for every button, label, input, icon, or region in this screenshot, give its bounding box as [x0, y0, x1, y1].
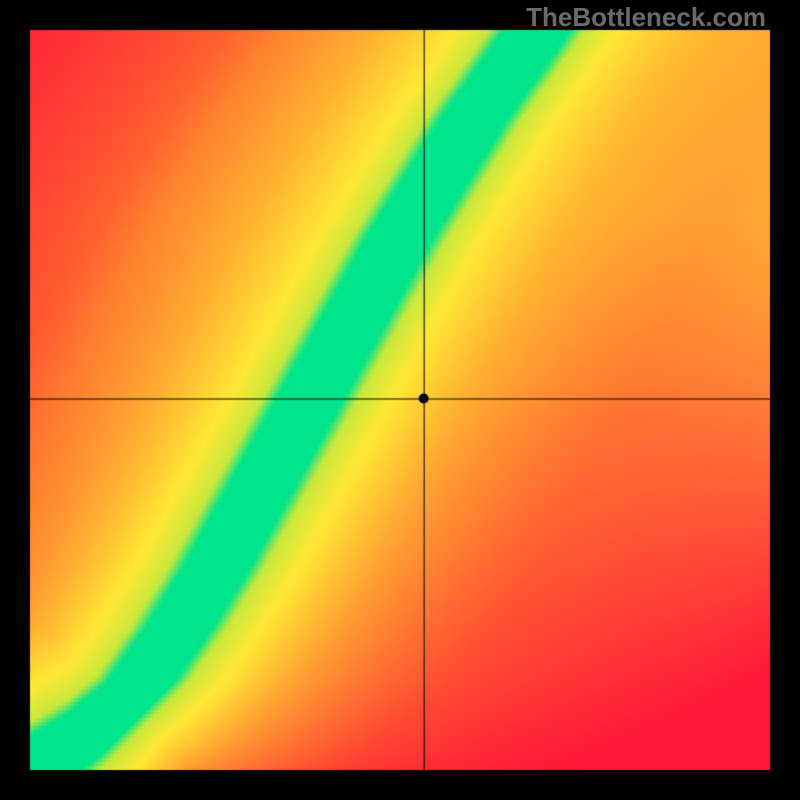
bottleneck-heatmap — [0, 0, 800, 800]
watermark-text: TheBottleneck.com — [526, 2, 766, 33]
